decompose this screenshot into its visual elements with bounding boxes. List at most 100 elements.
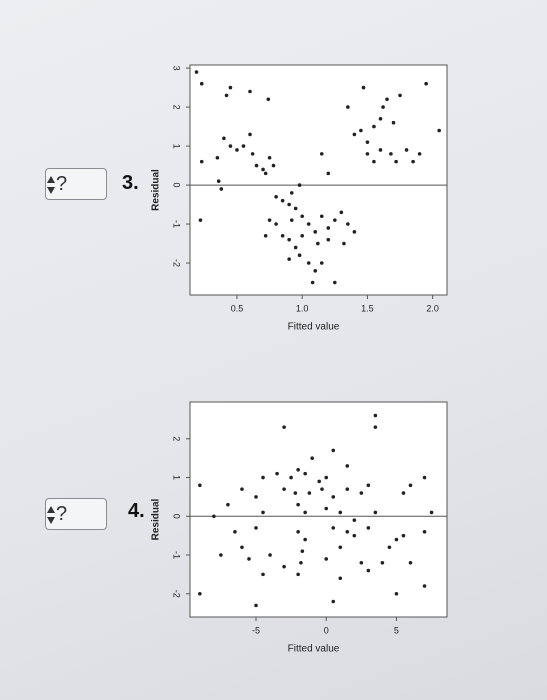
point (194, 70, 199, 74)
point (319, 214, 324, 219)
answer-select[interactable]: ? (45, 498, 107, 530)
point (366, 568, 371, 573)
x-tick-label: 1.5 (361, 303, 374, 313)
point (398, 93, 402, 98)
point (219, 553, 223, 557)
y-tick-label: -1 (172, 220, 182, 228)
point (296, 529, 300, 534)
point (275, 471, 279, 476)
point (319, 261, 324, 265)
select-arrows (47, 506, 55, 524)
point (267, 155, 272, 160)
y-tick-label: 1 (172, 144, 182, 149)
point (263, 171, 268, 176)
point (404, 148, 409, 152)
point (296, 467, 300, 472)
point (293, 206, 298, 211)
y-tick-label: -2 (172, 590, 182, 598)
point (333, 218, 337, 222)
y-tick-label: 2 (172, 105, 182, 110)
point (297, 253, 302, 258)
point (303, 510, 307, 515)
point (437, 128, 441, 133)
point (338, 576, 343, 581)
plot-area (189, 401, 448, 618)
point (331, 495, 336, 499)
select-arrows (47, 176, 55, 194)
point (352, 533, 357, 538)
point (331, 526, 336, 530)
point (254, 526, 258, 530)
select-text: ? (56, 173, 68, 195)
point (326, 226, 331, 230)
point (359, 491, 364, 495)
point (248, 89, 252, 94)
point (293, 491, 298, 495)
point (342, 241, 346, 246)
point (261, 510, 265, 515)
point (313, 230, 318, 234)
point (365, 152, 370, 156)
point (317, 479, 322, 484)
y-tick-label: -1 (172, 551, 182, 559)
answer-select[interactable]: ? (45, 168, 107, 200)
point (310, 456, 314, 460)
point (306, 261, 311, 265)
x-tick-label: -5 (252, 625, 260, 635)
point (401, 533, 406, 538)
point (289, 191, 294, 195)
question-number: 4. (128, 500, 145, 522)
point (271, 163, 276, 168)
point (306, 222, 311, 226)
point (212, 514, 216, 519)
point (199, 81, 204, 86)
point (300, 233, 304, 238)
point (387, 545, 392, 550)
question-number: 3. (122, 172, 139, 194)
point (331, 448, 336, 453)
x-tick-label: 0 (324, 625, 329, 635)
point (380, 560, 385, 565)
x-tick-label: 1.0 (296, 303, 309, 313)
point (216, 179, 221, 183)
point (297, 183, 302, 187)
point (240, 487, 244, 491)
point (261, 572, 265, 577)
point (394, 537, 399, 542)
point (381, 105, 385, 109)
point (401, 491, 406, 495)
point (296, 572, 300, 577)
x-tick-label: 5 (394, 625, 399, 635)
point (254, 163, 259, 168)
point (366, 483, 371, 488)
point (319, 152, 324, 156)
point (289, 475, 293, 480)
point (313, 269, 318, 273)
point (287, 237, 291, 242)
point (282, 487, 286, 491)
point (303, 537, 307, 542)
point (338, 510, 343, 515)
point (310, 280, 315, 285)
point (422, 584, 427, 588)
point (373, 413, 378, 418)
y-tick-label: 0 (172, 514, 182, 519)
point (307, 491, 312, 495)
point (417, 152, 422, 156)
point (248, 132, 252, 137)
point (228, 144, 233, 148)
point (372, 159, 376, 164)
point (352, 132, 357, 137)
x-axis-label: Fitted value (288, 644, 340, 655)
point (339, 210, 344, 215)
y-tick-label: 1 (172, 475, 182, 480)
point (293, 245, 298, 250)
point (324, 506, 329, 511)
point (199, 159, 204, 164)
point (359, 560, 364, 565)
point (235, 148, 239, 152)
point (274, 222, 278, 226)
point (345, 464, 350, 468)
y-axis-label: Residual (151, 169, 162, 211)
point (215, 155, 220, 160)
